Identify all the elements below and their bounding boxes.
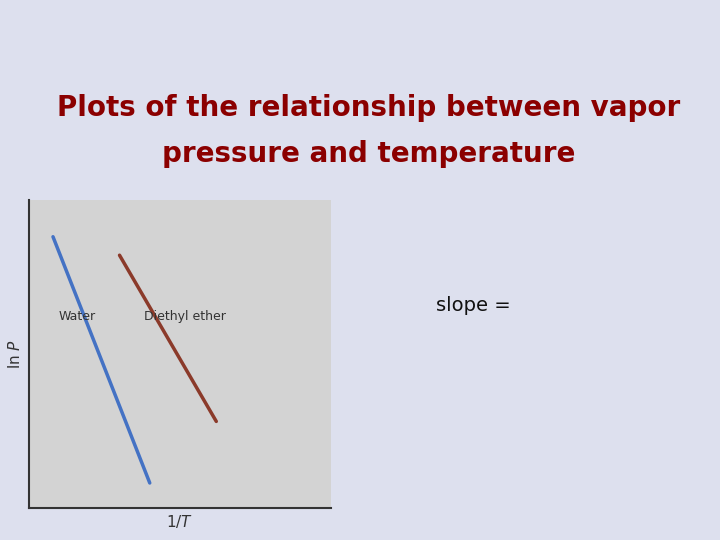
Text: Water: Water: [59, 310, 96, 323]
X-axis label: 1/$T$: 1/$T$: [166, 513, 194, 530]
Y-axis label: ln $P$: ln $P$: [7, 339, 23, 369]
Text: Diethyl ether: Diethyl ether: [144, 310, 225, 323]
Text: Plots of the relationship between vapor: Plots of the relationship between vapor: [58, 94, 680, 122]
Text: slope =: slope =: [436, 296, 517, 315]
Text: pressure and temperature: pressure and temperature: [162, 140, 576, 167]
